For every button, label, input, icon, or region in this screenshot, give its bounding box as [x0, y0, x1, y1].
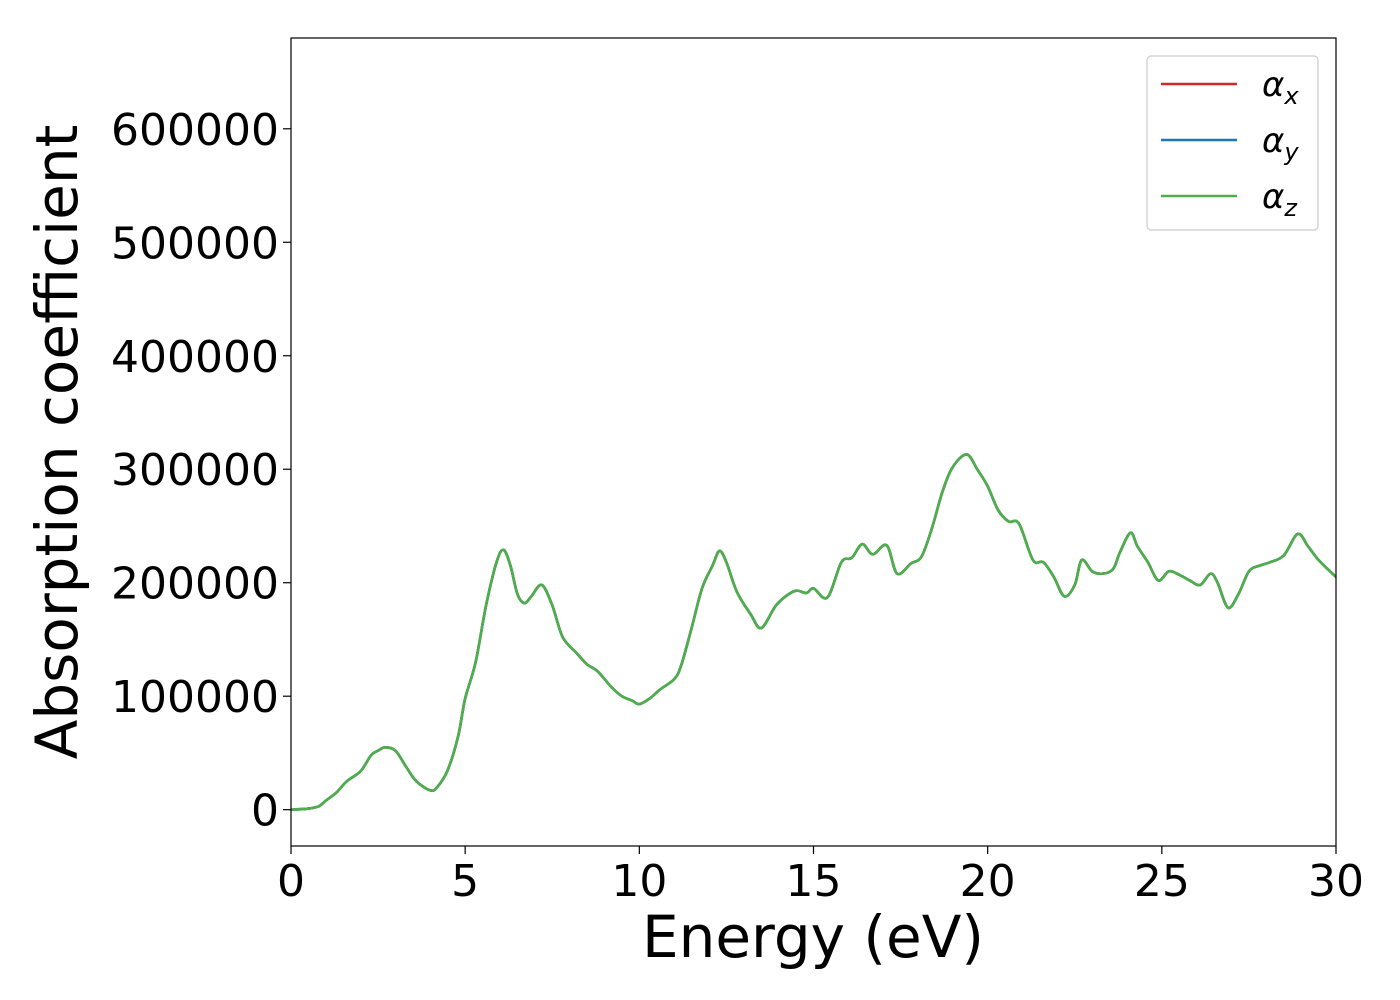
- series-line-z: [291, 453, 1336, 811]
- y-tick-label: 300000: [111, 445, 279, 496]
- y-tick-label: 400000: [111, 332, 279, 383]
- x-tick-label: 15: [786, 856, 842, 907]
- legend-label-symbol: α: [1262, 121, 1284, 161]
- y-tick-label: 600000: [111, 105, 279, 156]
- x-tick-label: 30: [1308, 856, 1364, 907]
- y-tick-label: 200000: [111, 559, 279, 610]
- y-tick-label: 0: [251, 786, 279, 837]
- legend-label-z: αz: [1262, 177, 1298, 222]
- x-tick-label: 5: [451, 856, 479, 907]
- legend-label-symbol: α: [1262, 177, 1284, 217]
- y-tick-label: 500000: [111, 218, 279, 269]
- legend-label-subscript: z: [1283, 194, 1298, 222]
- x-tick-label: 10: [611, 856, 667, 907]
- legend-label-subscript: x: [1283, 82, 1299, 110]
- y-tick-label: 100000: [111, 672, 279, 723]
- x-tick-label: 25: [1134, 856, 1190, 907]
- series-layer: [291, 453, 1336, 811]
- legend-label-subscript: y: [1283, 138, 1299, 166]
- y-axis-title: Absorption coefficient: [23, 125, 91, 760]
- x-tick-label: 0: [277, 856, 305, 907]
- legend-label-symbol: α: [1262, 65, 1284, 105]
- legend-label-x: αx: [1262, 65, 1299, 110]
- x-axis: 0 5 10 15 20 25 30: [277, 846, 1364, 907]
- legend-frame: [1146, 55, 1319, 231]
- x-axis-title: Energy (eV): [642, 903, 984, 971]
- y-axis: 0 100000 200000 300000 400000 500000 600000: [111, 105, 291, 837]
- legend-label-y: αy: [1262, 121, 1299, 166]
- x-tick-label: 20: [960, 856, 1016, 907]
